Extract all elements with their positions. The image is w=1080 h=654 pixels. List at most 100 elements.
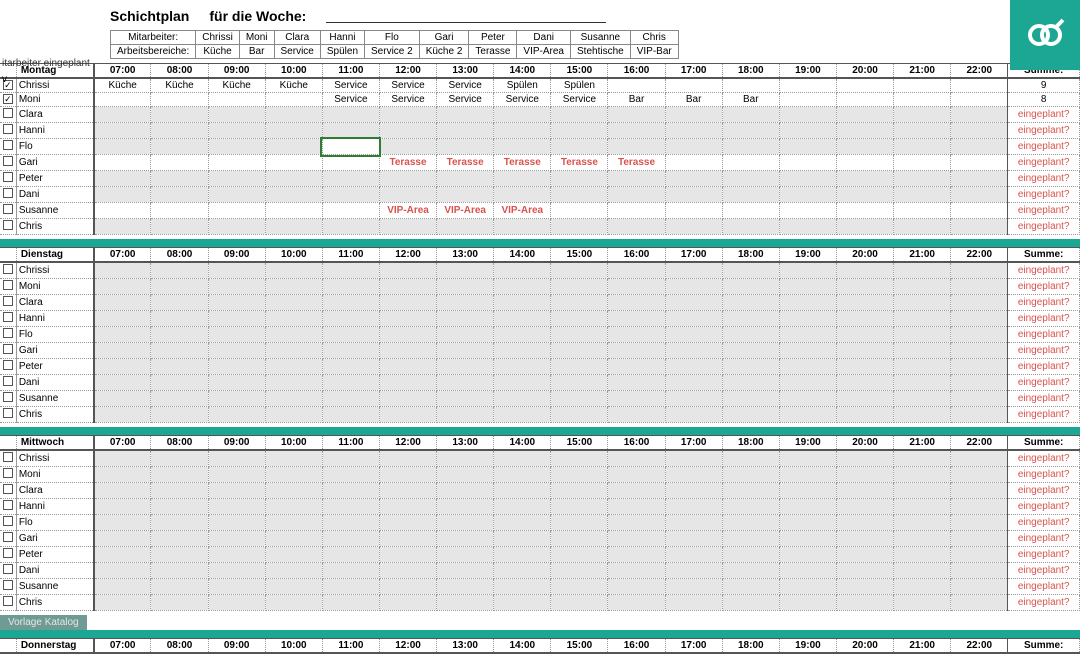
schedule-cell[interactable]: [722, 327, 779, 343]
schedule-cell[interactable]: [494, 483, 551, 499]
schedule-cell[interactable]: [94, 262, 151, 279]
row-checkbox[interactable]: ✓: [0, 93, 16, 107]
schedule-cell[interactable]: [265, 187, 322, 203]
schedule-cell[interactable]: [322, 563, 379, 579]
schedule-cell[interactable]: [208, 139, 265, 155]
schedule-cell[interactable]: [836, 155, 893, 171]
schedule-cell[interactable]: [494, 327, 551, 343]
schedule-cell[interactable]: [722, 78, 779, 93]
schedule-cell[interactable]: [665, 407, 722, 423]
schedule-cell[interactable]: [265, 219, 322, 235]
schedule-cell[interactable]: Küche: [151, 78, 208, 93]
schedule-cell[interactable]: [665, 579, 722, 595]
schedule-cell[interactable]: [836, 407, 893, 423]
schedule-cell[interactable]: [722, 107, 779, 123]
schedule-cell[interactable]: [665, 78, 722, 93]
schedule-cell[interactable]: [437, 327, 494, 343]
row-checkbox[interactable]: [0, 467, 16, 483]
schedule-cell[interactable]: [779, 155, 836, 171]
schedule-cell[interactable]: [551, 359, 608, 375]
cell-dropdown-button[interactable]: ▾: [379, 139, 380, 153]
row-checkbox[interactable]: [0, 579, 16, 595]
schedule-cell[interactable]: [437, 279, 494, 295]
schedule-cell[interactable]: [894, 375, 951, 391]
schedule-cell[interactable]: [265, 359, 322, 375]
schedule-cell[interactable]: [836, 171, 893, 187]
schedule-cell[interactable]: [608, 375, 665, 391]
schedule-cell[interactable]: [379, 595, 436, 611]
schedule-cell[interactable]: [894, 187, 951, 203]
schedule-cell[interactable]: [894, 93, 951, 107]
schedule-cell[interactable]: [608, 295, 665, 311]
schedule-cell[interactable]: [836, 467, 893, 483]
schedule-cell[interactable]: [494, 547, 551, 563]
schedule-cell[interactable]: [951, 467, 1008, 483]
schedule-cell[interactable]: [894, 139, 951, 155]
schedule-cell[interactable]: [322, 262, 379, 279]
schedule-cell[interactable]: [94, 139, 151, 155]
schedule-cell[interactable]: [437, 219, 494, 235]
schedule-cell[interactable]: [722, 279, 779, 295]
schedule-cell[interactable]: [779, 311, 836, 327]
schedule-cell[interactable]: Service: [437, 93, 494, 107]
schedule-cell[interactable]: [379, 262, 436, 279]
schedule-cell[interactable]: [322, 155, 379, 171]
schedule-cell[interactable]: [494, 343, 551, 359]
schedule-cell[interactable]: Bar: [722, 93, 779, 107]
schedule-cell[interactable]: [779, 579, 836, 595]
schedule-cell[interactable]: [894, 359, 951, 375]
schedule-cell[interactable]: [665, 547, 722, 563]
schedule-cell[interactable]: Terasse: [379, 155, 436, 171]
schedule-cell[interactable]: [836, 359, 893, 375]
schedule-cell[interactable]: [779, 78, 836, 93]
schedule-cell[interactable]: [779, 107, 836, 123]
schedule-cell[interactable]: [779, 450, 836, 467]
schedule-cell[interactable]: [379, 327, 436, 343]
schedule-cell[interactable]: [665, 171, 722, 187]
schedule-cell[interactable]: [265, 499, 322, 515]
schedule-cell[interactable]: [151, 483, 208, 499]
schedule-cell[interactable]: [494, 499, 551, 515]
schedule-cell[interactable]: VIP-Area: [379, 203, 436, 219]
schedule-cell[interactable]: Service: [551, 93, 608, 107]
schedule-cell[interactable]: [437, 391, 494, 407]
schedule-cell[interactable]: [379, 515, 436, 531]
schedule-cell[interactable]: [322, 499, 379, 515]
schedule-cell[interactable]: [722, 139, 779, 155]
schedule-cell[interactable]: [151, 515, 208, 531]
schedule-cell[interactable]: [551, 375, 608, 391]
schedule-cell[interactable]: [894, 579, 951, 595]
schedule-cell[interactable]: [894, 155, 951, 171]
schedule-cell[interactable]: [894, 391, 951, 407]
schedule-cell[interactable]: [894, 295, 951, 311]
schedule-cell[interactable]: [779, 595, 836, 611]
schedule-cell[interactable]: [494, 515, 551, 531]
schedule-cell[interactable]: [551, 563, 608, 579]
schedule-cell[interactable]: [551, 547, 608, 563]
schedule-cell[interactable]: [665, 155, 722, 171]
schedule-cell[interactable]: [437, 359, 494, 375]
schedule-cell[interactable]: [608, 219, 665, 235]
schedule-cell[interactable]: [722, 450, 779, 467]
schedule-cell[interactable]: [94, 407, 151, 423]
schedule-cell[interactable]: [665, 107, 722, 123]
schedule-cell[interactable]: [722, 467, 779, 483]
schedule-cell[interactable]: [722, 123, 779, 139]
schedule-cell[interactable]: [437, 579, 494, 595]
schedule-cell[interactable]: [151, 93, 208, 107]
schedule-cell[interactable]: [208, 203, 265, 219]
schedule-cell[interactable]: [779, 391, 836, 407]
schedule-cell[interactable]: [265, 515, 322, 531]
schedule-cell[interactable]: [894, 467, 951, 483]
schedule-cell[interactable]: [836, 107, 893, 123]
schedule-cell[interactable]: [208, 327, 265, 343]
schedule-cell[interactable]: [836, 515, 893, 531]
schedule-cell[interactable]: [722, 295, 779, 311]
schedule-cell[interactable]: [94, 327, 151, 343]
schedule-cell[interactable]: [551, 219, 608, 235]
schedule-cell[interactable]: [836, 311, 893, 327]
schedule-cell[interactable]: [379, 483, 436, 499]
schedule-cell[interactable]: [722, 595, 779, 611]
schedule-cell[interactable]: [951, 343, 1008, 359]
schedule-cell[interactable]: Service: [322, 93, 379, 107]
